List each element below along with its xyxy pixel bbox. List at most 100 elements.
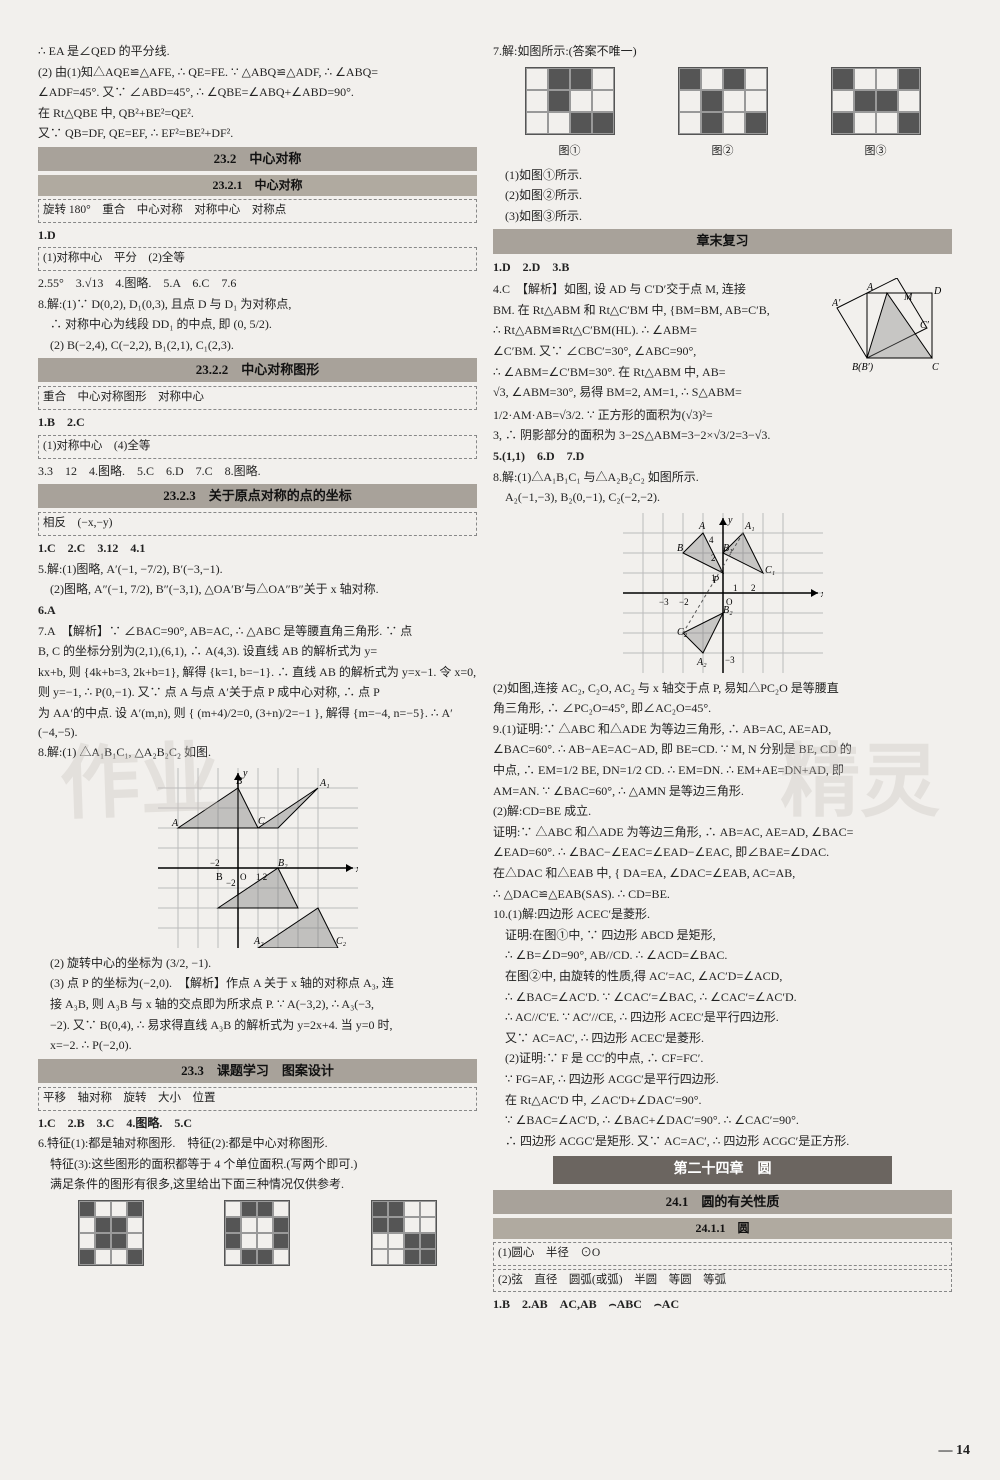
- text-line: (2)解:CD=BE 成立.: [493, 802, 952, 821]
- text-line: 证明:∵ △ABC 和△ADE 为等边三角形, ∴ AB=AC, AE=AD, …: [493, 823, 952, 842]
- svg-text:C₂: C₂: [336, 936, 347, 947]
- text-line: (2)如图,连接 AC₂, C₂O, AC₂ 与 x 轴交于点 P, 易知△PC…: [493, 679, 952, 698]
- text-line: (2)证明:∵ F 是 CC′的中点, ∴ CF=FC′.: [493, 1049, 952, 1068]
- svg-text:4: 4: [709, 535, 714, 545]
- text-line: ∴ 对称中心为线段 DD₁ 的中点, 即 (0, 5/2).: [38, 315, 477, 334]
- svg-text:B₂: B₂: [278, 858, 288, 869]
- text-line: 10.(1)解:四边形 ACEC′是菱形.: [493, 905, 952, 924]
- text-line: 8.解:(1)△A₁B₁C₁ 与△A₂B₂C₂ 如图所示.: [493, 468, 952, 487]
- page-number: — 14: [939, 1440, 971, 1462]
- concept-box: (1)圆心 半径 ⊙O: [493, 1242, 952, 1266]
- text-line: 6.特征(1):都是轴对称图形. 特征(2):都是中心对称图形.: [38, 1134, 477, 1153]
- answer-line: 1.D 2.D 3.B: [493, 258, 952, 277]
- text-line: 为 AA′的中点. 设 A′(m,n), 则 { (m+4)/2=0, (3+n…: [38, 704, 477, 741]
- svg-text:B(B′): B(B′): [852, 362, 874, 373]
- text-line: ∴ EA 是∠QED 的平分线.: [38, 42, 477, 61]
- text-line: 8.解:(1)∵ D(0,2), D₁(0,3), 且点 D 与 D₁ 为对称点…: [38, 295, 477, 314]
- svg-text:C₂: C₂: [677, 627, 688, 638]
- text-line: 证明:在图①中, ∵ 四边形 ABCD 是矩形,: [493, 926, 952, 945]
- svg-text:O: O: [240, 872, 247, 882]
- text-line: 在 Rt△AC′D 中, ∠AC′D+∠DAC′=90°.: [493, 1091, 952, 1110]
- answer-line: 5.(1,1) 6.D 7.D: [493, 447, 952, 466]
- concept-box: 平移 轴对称 旋转 大小 位置: [38, 1087, 477, 1111]
- chapter-24: 第二十四章 圆: [553, 1156, 892, 1184]
- section-24-1: 24.1 圆的有关性质: [493, 1190, 952, 1214]
- svg-text:B: B: [677, 543, 683, 554]
- answer-line: 2.55° 3.√13 4.图略. 5.A 6.C 7.6: [38, 274, 477, 293]
- text-line: 中点, ∴ EM=1/2 BE, DN=1/2 CD. ∴ EM=DN. ∴ E…: [493, 761, 952, 780]
- text-line: 满足条件的图形有很多,这里给出下面三种情况仅供参考.: [38, 1175, 477, 1194]
- text-line: (3) 点 P 的坐标为(−2,0). 【解析】作点 A 关于 x 轴的对称点 …: [38, 974, 477, 993]
- svg-text:C: C: [932, 362, 939, 373]
- text-line: B, C 的坐标分别为(2,1),(6,1), ∴ A(4,3). 设直线 AB…: [38, 642, 477, 661]
- answer-line: 1.B 2.C: [38, 413, 477, 432]
- text-line: 7.解:如图所示:(答案不唯一): [493, 42, 952, 61]
- text-line: (2) 旋转中心的坐标为 (3/2, −1).: [38, 954, 477, 973]
- text-line: 9.(1)证明:∵ △ABC 和△ADE 为等边三角形, ∴ AB=AC, AE…: [493, 720, 952, 739]
- text-line: ∠ADF=45°. 又∵ ∠ABD=45°, ∴ ∠QBE=∠ABQ+∠ABD=…: [38, 83, 477, 102]
- svg-text:x: x: [820, 589, 823, 600]
- text-line: kx+b, 则 {4k+b=3, 2k+b=1}, 解得 {k=1, b=−1}…: [38, 663, 477, 682]
- text-line: 3, ∴ 阴影部分的面积为 3−2S△ABM=3−2×√3/2=3−√3.: [493, 426, 952, 445]
- svg-text:B: B: [216, 872, 223, 883]
- text-line: (2)如图②所示.: [493, 186, 952, 205]
- coord-chart-right: x y O A A₁ B C₁ B₁ C₂ B₂ A₂ 12 12 −2−3 −…: [493, 513, 952, 673]
- svg-text:A′: A′: [832, 298, 841, 309]
- text-line: 在图②中, 由旋转的性质,得 AC′=AC, ∠AC′D=∠ACD,: [493, 967, 952, 986]
- grid-row-top: [493, 67, 952, 135]
- text-line: (2)图略, A″(−1, 7/2), B″(−3,1), △OA′B′与△OA…: [38, 580, 477, 599]
- text-line: 又∵ AC=AC′, ∴ 四边形 ACEC′是菱形.: [493, 1029, 952, 1048]
- text-line: 特征(3):这些图形的面积都等于 4 个单位面积.(写两个即可.): [38, 1155, 477, 1174]
- concept-box: (1)对称中心 平分 (2)全等: [38, 247, 477, 271]
- svg-text:B₁: B₁: [723, 543, 733, 554]
- svg-text:−2: −2: [210, 858, 220, 868]
- text-line: ∠EAD=60°. ∴ ∠BAC−∠EAC=∠EAD−∠EAC, 即∠BAE=∠…: [493, 843, 952, 862]
- svg-text:A₂: A₂: [253, 936, 264, 947]
- text-line: ∴ Rt△ABM≌Rt△C′BM(HL). ∴ ∠ABM=: [493, 321, 826, 340]
- text-line: 在 Rt△QBE 中, QB²+BE²=QE².: [38, 104, 477, 123]
- svg-text:P: P: [712, 575, 719, 586]
- svg-text:x: x: [355, 864, 358, 875]
- svg-text:−3: −3: [725, 655, 735, 665]
- text-line: 7.A 【解析】∵ ∠BAC=90°, AB=AC, ∴ △ABC 是等腰直角三…: [38, 622, 477, 641]
- svg-text:B₂: B₂: [723, 605, 733, 616]
- grid-labels: 图① 图② 图③: [493, 141, 952, 160]
- text-line: (2) B(−2,4), C(−2,2), B₁(2,1), C₁(2,3).: [38, 336, 477, 355]
- concept-box: 旋转 180° 重合 中心对称 对称中心 对称点: [38, 199, 477, 223]
- text-line: 5.解:(1)图略, A′(−1, −7/2), B′(−3,−1).: [38, 560, 477, 579]
- text-line: √3, ∠ABM=30°, 易得 BM=2, AM=1, ∴ S△ABM=: [493, 383, 826, 402]
- coord-chart-left: x y O A B C A₁ B −2 1 2 B₂ A₂ C₂ −2: [38, 768, 477, 948]
- text-line: ∠BAC=60°. ∴ AB−AE=AC−AD, 即 BE=CD. ∵ M, N…: [493, 740, 952, 759]
- text-line: ∵ ∠BAC=∠AC′D, ∴ ∠BAC+∠DAC′=90°. ∴ ∠CAC′=…: [493, 1111, 952, 1130]
- text-line: BM. 在 Rt△ABM 和 Rt△C′BM 中, {BM=BM, AB=C′B…: [493, 301, 826, 320]
- text-line: 又∵ QB=DF, QE=EF, ∴ EF²=BE²+DF².: [38, 124, 477, 143]
- text-line: −2). 又∵ B(0,4), ∴ 易求得直线 A₃B 的解析式为 y=2x+4…: [38, 1016, 477, 1035]
- section-23-2-2: 23.2.2 中心对称图形: [38, 358, 477, 382]
- text-line: 角三角形, ∴ ∠PC₂O=45°, 即∠AC₂O=45°.: [493, 699, 952, 718]
- text-line: AM=AN. ∵ ∠BAC=60°, ∴ △AMN 是等边三角形.: [493, 782, 952, 801]
- text-line: 在△DAC 和△EAB 中, { DA=EA, ∠DAC=∠EAB, AC=AB…: [493, 864, 952, 883]
- text-line: ∴ ∠BAC=∠AC′D. ∵ ∠CAC′=∠BAC, ∴ ∠CAC′=∠AC′…: [493, 988, 952, 1007]
- svg-text:C′: C′: [920, 320, 930, 331]
- text-line: 8.解:(1) △A₁B₁C₁, △A₂B₂C₂ 如图.: [38, 743, 477, 762]
- text-line: 1/2·AM·AB=√3/2. ∵ 正方形的面积为(√3)²=: [493, 406, 952, 425]
- fig-label: 图③: [865, 143, 887, 160]
- left-column: ∴ EA 是∠QED 的平分线. (2) 由(1)知△AQE≌△AFE, ∴ Q…: [30, 40, 485, 1460]
- text-line: ∠C′BM. 又∵ ∠CBC′=30°, ∠ABC=90°,: [493, 342, 826, 361]
- fig-label: 图①: [559, 143, 581, 160]
- svg-text:A₁: A₁: [319, 778, 330, 789]
- section-review: 章末复习: [493, 229, 952, 253]
- text-line: ∴ AC//C′E. ∵ AC′//CE, ∴ 四边形 ACEC′是平行四边形.: [493, 1008, 952, 1027]
- svg-text:2: 2: [751, 583, 756, 593]
- answer-line: 1.D: [38, 226, 477, 245]
- svg-text:−2: −2: [226, 878, 236, 888]
- svg-text:y: y: [727, 515, 733, 526]
- text-line: ∵ FG=AF, ∴ 四边形 ACGC′是平行四边形.: [493, 1070, 952, 1089]
- section-23-2-1: 23.2.1 中心对称: [38, 175, 477, 196]
- text-line: ∴ △DAC≌△EAB(SAS). ∴ CD=BE.: [493, 885, 952, 904]
- svg-text:D′: D′: [893, 278, 904, 279]
- fig-label: 图②: [712, 143, 734, 160]
- concept-box: 重合 中心对称图形 对称中心: [38, 386, 477, 410]
- concept-box: (2)弦 直径 圆弧(或弧) 半圆 等圆 等弧: [493, 1269, 952, 1293]
- section-23-2: 23.2 中心对称: [38, 147, 477, 171]
